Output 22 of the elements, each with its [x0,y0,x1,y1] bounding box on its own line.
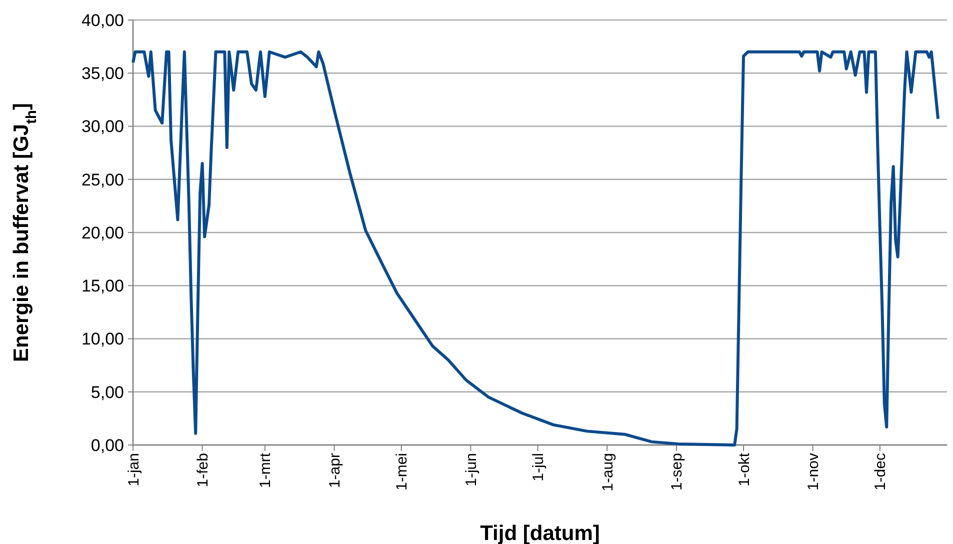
x-tick-label: 1-apr [326,453,344,488]
y-tick-label: 40,00 [81,10,124,30]
y-tick-label: 5,00 [90,382,124,402]
y-tick-label: 0,00 [90,436,124,455]
x-tick-label: 1-jan [125,453,142,486]
x-axis-title: Tijd [datum] [480,522,600,544]
x-tick-label: 1-nov [805,452,822,491]
x-tick-label: 1-jun [462,453,480,486]
y-tick-label: 15,00 [81,276,124,296]
y-tick-label: 10,00 [81,330,124,349]
x-tick-label: 1-feb [194,453,212,488]
y-tick-label: 25,00 [81,170,124,190]
y-tick-label: 35,00 [81,64,124,84]
x-tick-label: 1-sep [668,453,686,491]
y-tick-label: 30,00 [81,117,124,136]
x-tick-label: 1-okt [736,452,753,486]
x-tick-label: 1-dec [872,452,890,491]
x-tick-label: 1-mei [394,453,411,491]
x-tick-label: 1-aug [599,453,616,492]
x-tick-label: 1-mrt [257,452,274,488]
y-tick-label: 20,00 [81,223,124,242]
x-tick-label: 1-jul [530,453,548,482]
